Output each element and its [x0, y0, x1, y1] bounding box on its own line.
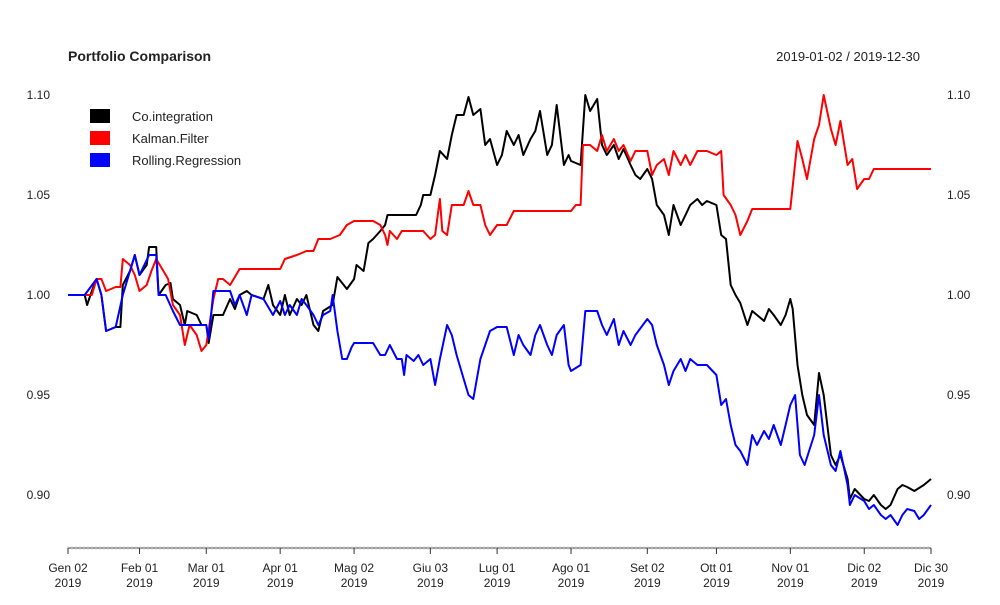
y-axis-left: 0.90 0.95 1.00 1.05 1.10 — [27, 88, 51, 502]
x-tick-label: Mag 02 — [334, 561, 374, 575]
y-tick-label-right: 0.95 — [947, 388, 971, 402]
date-range-label: 2019-01-02 / 2019-12-30 — [776, 49, 920, 64]
series-line-kalman-filter — [68, 94, 931, 352]
x-tick-year-label: 2019 — [558, 576, 585, 590]
x-tick-year-label: 2019 — [417, 576, 444, 590]
x-tick-label: Nov 01 — [771, 561, 809, 575]
x-tick-label: Ott 01 — [700, 561, 733, 575]
x-tick-label: Dic 30 — [914, 561, 948, 575]
x-tick-year-label: 2019 — [126, 576, 153, 590]
x-tick-year-label: 2019 — [267, 576, 294, 590]
x-tick-label: Feb 01 — [121, 561, 159, 575]
x-tick-year-label: 2019 — [703, 576, 730, 590]
chart-title: Portfolio Comparison — [68, 48, 211, 64]
y-tick-label-left: 0.95 — [27, 388, 51, 402]
y-tick-label-right: 0.90 — [947, 488, 971, 502]
x-tick-label: Gen 02 — [48, 561, 88, 575]
x-tick-label: Giu 03 — [413, 561, 449, 575]
x-tick-label: Ago 01 — [552, 561, 590, 575]
x-tick-label: Apr 01 — [262, 561, 298, 575]
y-axis-right: 0.90 0.95 1.00 1.05 1.10 — [947, 88, 971, 502]
legend-label: Rolling.Regression — [132, 153, 241, 168]
y-tick-label-left: 1.00 — [27, 288, 51, 302]
series-layer — [68, 94, 932, 526]
y-tick-label-right: 1.00 — [947, 288, 971, 302]
legend-swatch — [90, 109, 110, 123]
legend-swatch — [90, 131, 110, 145]
y-tick-label-right: 1.05 — [947, 188, 971, 202]
x-tick-label: Set 02 — [630, 561, 665, 575]
x-tick-year-label: 2019 — [55, 576, 82, 590]
legend-label: Co.integration — [132, 109, 213, 124]
x-tick-label: Lug 01 — [479, 561, 516, 575]
series-line-rolling-regression — [68, 254, 932, 526]
legend-swatch — [90, 153, 110, 167]
x-tick-year-label: 2019 — [341, 576, 368, 590]
y-tick-label-left: 1.05 — [27, 188, 51, 202]
y-tick-label-right: 1.10 — [947, 88, 971, 102]
x-tick-label: Dic 02 — [847, 561, 881, 575]
y-tick-label-left: 1.10 — [27, 88, 51, 102]
legend: Co.integration Kalman.Filter Rolling.Regre… — [90, 109, 241, 168]
x-tick-year-label: 2019 — [918, 576, 945, 590]
legend-label: Kalman.Filter — [132, 131, 209, 146]
x-tick-year-label: 2019 — [777, 576, 804, 590]
y-tick-label-left: 0.90 — [27, 488, 51, 502]
x-tick-year-label: 2019 — [484, 576, 511, 590]
x-tick-label: Mar 01 — [188, 561, 226, 575]
x-tick-year-label: 2019 — [193, 576, 220, 590]
x-tick-year-label: 2019 — [634, 576, 661, 590]
x-tick-year-label: 2019 — [851, 576, 878, 590]
